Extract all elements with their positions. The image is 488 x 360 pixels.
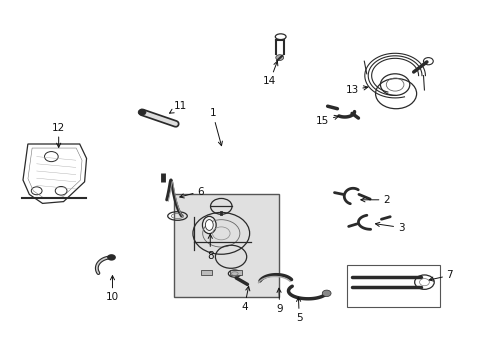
Bar xyxy=(229,270,242,275)
Circle shape xyxy=(107,254,116,261)
Ellipse shape xyxy=(202,216,216,234)
Text: 14: 14 xyxy=(263,61,277,86)
Text: 6: 6 xyxy=(180,186,203,198)
Text: 10: 10 xyxy=(106,276,119,302)
Bar xyxy=(200,270,212,275)
Text: 9: 9 xyxy=(276,288,283,314)
Text: 8: 8 xyxy=(206,234,213,261)
Text: 12: 12 xyxy=(52,123,65,147)
Text: 1: 1 xyxy=(209,108,222,146)
Bar xyxy=(173,194,278,297)
Circle shape xyxy=(138,109,146,115)
Text: 2: 2 xyxy=(360,195,389,205)
Bar xyxy=(346,265,439,307)
Text: 11: 11 xyxy=(169,101,187,113)
Ellipse shape xyxy=(205,220,213,230)
Circle shape xyxy=(275,55,283,60)
Text: 3: 3 xyxy=(375,222,404,233)
Text: 15: 15 xyxy=(315,115,338,126)
Text: 7: 7 xyxy=(428,270,452,281)
Circle shape xyxy=(322,290,330,297)
Text: 5: 5 xyxy=(295,297,302,323)
Text: 4: 4 xyxy=(241,287,249,312)
Text: 13: 13 xyxy=(345,85,367,95)
